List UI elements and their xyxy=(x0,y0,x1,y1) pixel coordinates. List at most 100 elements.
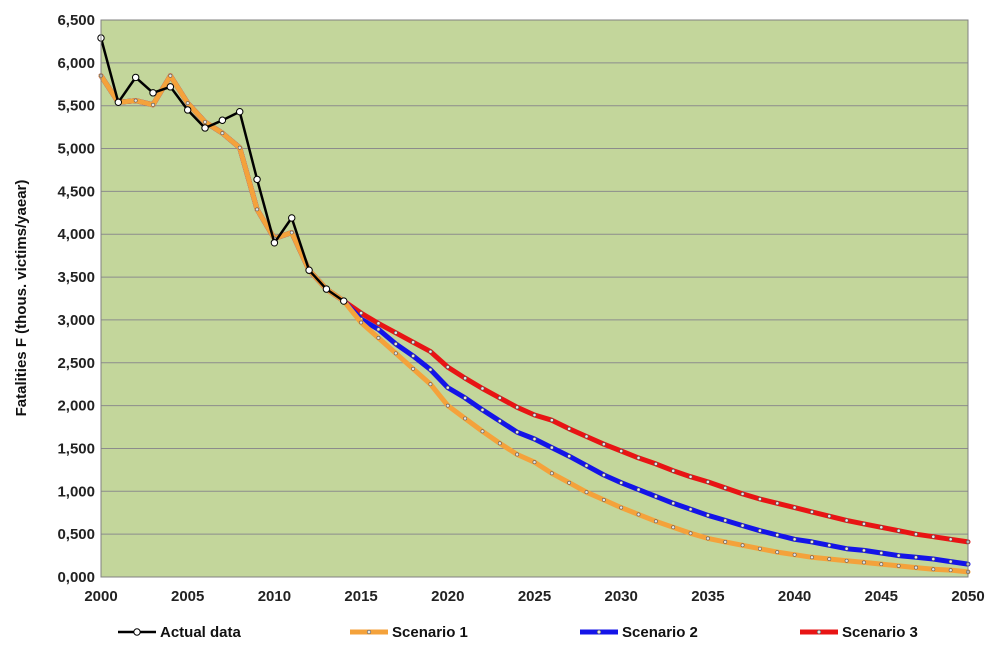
data-point-scenario-2 xyxy=(844,546,849,551)
data-point-scenario-1 xyxy=(740,543,745,548)
data-point-scenario-1 xyxy=(653,519,658,524)
data-point-scenario-3 xyxy=(359,311,364,315)
data-point-actual-data xyxy=(236,107,244,116)
data-point-scenario-3 xyxy=(480,386,485,391)
data-point-scenario-3 xyxy=(810,509,814,514)
data-point-scenario-1 xyxy=(896,563,901,568)
data-point-scenario-3 xyxy=(879,525,884,530)
data-point-scenario-2 xyxy=(723,518,728,523)
data-point-actual-data xyxy=(340,297,348,305)
data-point-scenario-2 xyxy=(758,528,762,533)
y-tick-label: 5,000 xyxy=(57,141,95,158)
data-point-scenario-3 xyxy=(532,413,537,417)
data-point-scenario-3 xyxy=(636,455,641,460)
data-point-scenario-1 xyxy=(133,98,138,103)
data-point-scenario-2 xyxy=(671,501,676,506)
data-point-scenario-2 xyxy=(445,385,450,390)
data-point-scenario-3 xyxy=(601,442,606,447)
data-point-scenario-3 xyxy=(914,532,918,537)
y-tick-label: 5,500 xyxy=(57,98,95,115)
x-tick-label: 2050 xyxy=(951,588,984,605)
data-point-scenario-3 xyxy=(445,365,450,369)
data-point-scenario-1 xyxy=(463,416,468,421)
data-point-scenario-1 xyxy=(827,557,832,561)
data-point-scenario-2 xyxy=(827,543,832,548)
data-point-scenario-1 xyxy=(393,351,398,356)
data-point-scenario-2 xyxy=(931,557,936,561)
data-point-scenario-1 xyxy=(549,471,554,476)
y-tick-label: 3,000 xyxy=(57,312,95,329)
data-point-scenario-1 xyxy=(706,536,710,541)
data-point-scenario-3 xyxy=(497,396,502,400)
data-point-scenario-2 xyxy=(862,548,866,553)
data-point-scenario-1 xyxy=(428,382,433,387)
data-point-scenario-1 xyxy=(567,480,572,485)
data-point-scenario-2 xyxy=(411,354,416,358)
data-point-scenario-3 xyxy=(393,330,398,335)
data-point-scenario-2 xyxy=(688,507,693,512)
data-point-scenario-3 xyxy=(463,376,468,381)
legend-label-scenario-1: Scenario 1 xyxy=(392,624,468,641)
data-point-scenario-1 xyxy=(480,429,485,434)
data-point-scenario-2 xyxy=(376,327,381,332)
x-tick-label: 2045 xyxy=(865,588,898,605)
data-point-scenario-3 xyxy=(931,534,936,539)
data-point-scenario-3 xyxy=(827,514,832,519)
y-tick-label: 4,500 xyxy=(57,183,95,200)
data-point-scenario-1 xyxy=(862,560,866,565)
data-point-scenario-2 xyxy=(567,454,572,459)
data-point-scenario-3 xyxy=(775,501,780,506)
data-point-scenario-1 xyxy=(445,403,450,408)
data-point-scenario-3 xyxy=(411,340,416,345)
data-point-actual-data xyxy=(218,116,227,124)
data-point-scenario-3 xyxy=(376,321,381,326)
data-point-scenario-3 xyxy=(706,479,710,484)
data-point-scenario-2 xyxy=(879,551,884,555)
data-point-scenario-3 xyxy=(515,405,520,410)
data-point-scenario-1 xyxy=(237,145,242,150)
data-point-scenario-2 xyxy=(653,494,658,499)
x-axis-ticks: 2000 2005 2010 2015 2020 2025 2030 2035 2040 2045… xyxy=(84,588,984,605)
data-point-scenario-1 xyxy=(376,336,381,340)
data-point-scenario-2 xyxy=(914,555,918,560)
y-tick-label: 0,500 xyxy=(57,526,95,543)
data-point-scenario-1 xyxy=(220,131,225,136)
y-tick-label: 2,500 xyxy=(57,355,95,372)
data-point-scenario-2 xyxy=(740,523,745,528)
data-point-scenario-1 xyxy=(671,525,676,530)
data-point-scenario-3 xyxy=(723,485,728,490)
data-point-scenario-2 xyxy=(428,367,433,372)
plot-border xyxy=(100,19,969,578)
data-point-scenario-1 xyxy=(497,441,502,446)
x-tick-label: 2030 xyxy=(605,588,638,605)
y-tick-label: 6,000 xyxy=(57,55,95,72)
data-point-scenario-2 xyxy=(549,445,554,450)
y-tick-label: 0,000 xyxy=(57,569,95,586)
data-point-scenario-1 xyxy=(775,550,780,555)
data-point-scenario-1 xyxy=(151,102,155,107)
data-point-scenario-3 xyxy=(619,449,624,453)
data-point-scenario-3 xyxy=(740,491,745,496)
data-point-actual-data xyxy=(114,98,123,106)
legend-label-actual-data: Actual data xyxy=(160,624,242,641)
data-point-scenario-3 xyxy=(584,434,589,439)
data-point-scenario-2 xyxy=(532,437,537,441)
data-point-scenario-1 xyxy=(289,230,294,235)
legend-label-scenario-3: Scenario 3 xyxy=(842,624,918,641)
data-point-scenario-2 xyxy=(601,473,606,477)
data-point-scenario-1 xyxy=(359,320,364,325)
data-point-scenario-1 xyxy=(810,555,814,560)
data-point-scenario-2 xyxy=(497,419,502,423)
data-point-actual-data xyxy=(166,83,175,91)
x-tick-label: 2025 xyxy=(518,588,551,605)
y-axis-title: Fatalities F (thous. victims/yaear) xyxy=(13,180,30,417)
x-tick-label: 2015 xyxy=(344,588,377,605)
y-tick-label: 2,000 xyxy=(57,398,95,415)
data-point-scenario-2 xyxy=(896,553,901,558)
data-point-scenario-2 xyxy=(775,533,780,537)
data-point-scenario-1 xyxy=(948,568,953,573)
y-axis-ticks: 0,000 0,500 1,000 1,500 2,000 2,500 3,000 3,500… xyxy=(57,12,95,586)
data-point-scenario-2 xyxy=(792,537,797,542)
series-layer xyxy=(97,34,971,575)
